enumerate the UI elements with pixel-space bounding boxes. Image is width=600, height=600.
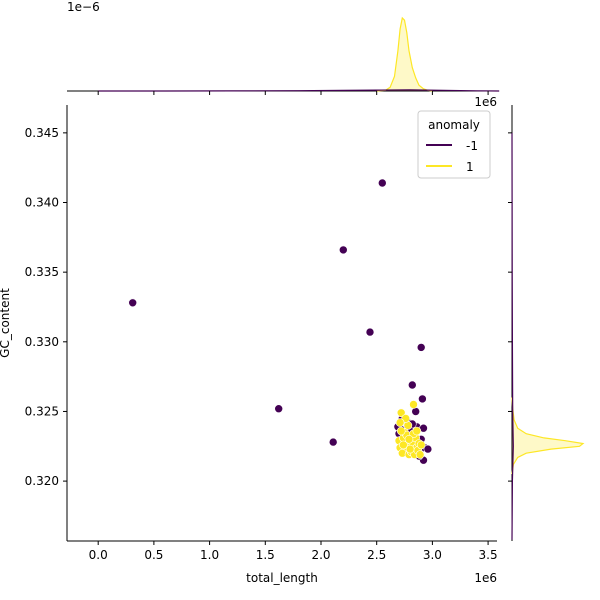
x-tick-label: 0.5 — [144, 548, 163, 562]
scatter-point-anomaly-neg1 — [338, 245, 348, 255]
scatter-point-anomaly-pos1 — [416, 440, 426, 450]
y-axis-ticks: 0.320 0.325 0.330 0.335 0.340 0.345 — [25, 126, 67, 488]
top-marginal-offset-label: 1e−6 — [67, 0, 100, 14]
top-density-line-pos1 — [376, 16, 433, 92]
x-tick-label: 3.5 — [479, 548, 498, 562]
right-marginal-density — [511, 132, 585, 540]
y-tick-label: 0.345 — [25, 126, 59, 140]
x-tick-label: 2.0 — [311, 548, 330, 562]
right-marginal-axes — [508, 105, 585, 541]
scatter-point-anomaly-pos1 — [399, 440, 408, 450]
scatter-point-anomaly-pos1 — [404, 434, 414, 444]
joint-axes: 0.0 0.5 1.0 1.5 2.0 2.5 3.0 3.5 0.320 0.325 0.330… — [25, 105, 498, 562]
x-tick-label: 2.5 — [367, 548, 386, 562]
y-tick-label: 0.330 — [25, 335, 59, 349]
scatter-point-anomaly-neg1 — [128, 298, 137, 308]
x-axis-ticks: 0.0 0.5 1.0 1.5 2.0 2.5 3.0 3.5 — [89, 541, 498, 562]
y-tick-label: 0.325 — [25, 404, 59, 418]
legend: anomaly -1 1 — [417, 110, 491, 179]
top-marginal-ticks — [97, 91, 489, 95]
x-offset-label-top-marginal: 1e6 — [474, 95, 497, 109]
x-tick-label: 1.0 — [200, 548, 219, 562]
scatter-point-anomaly-pos1 — [405, 444, 415, 454]
top-density-fill-pos1 — [376, 18, 433, 91]
top-marginal-axes — [67, 16, 500, 95]
scatter-point-anomaly-neg1 — [377, 178, 387, 188]
x-tick-label: 3.0 — [423, 548, 442, 562]
x-offset-label: 1e6 — [474, 571, 497, 585]
right-density-fill-pos1 — [512, 397, 583, 475]
scatter-point-anomaly-neg1 — [416, 343, 426, 352]
y-tick-label: 0.340 — [25, 196, 59, 210]
y-axis-label: GC_content — [0, 288, 12, 358]
scatter-point-anomaly-neg1 — [274, 404, 284, 414]
scatter-point-anomaly-pos1 — [395, 418, 405, 427]
scatter-point-anomaly-neg1 — [423, 444, 433, 454]
top-density-line-neg1 — [98, 89, 500, 92]
scatter-point-anomaly-neg1 — [328, 437, 338, 447]
scatter-point-anomaly-pos1 — [396, 408, 406, 418]
legend-label-neg1: -1 — [466, 139, 478, 153]
scatter-point-anomaly-pos1 — [412, 426, 422, 436]
scatter-points — [128, 178, 433, 465]
right-density-line-pos1 — [511, 397, 585, 475]
scatter-point-anomaly-pos1 — [415, 450, 425, 459]
legend-box — [417, 110, 491, 179]
legend-label-pos1: 1 — [466, 160, 474, 174]
scatter-point-anomaly-neg1 — [365, 327, 375, 337]
scatter-point-anomaly-neg1 — [407, 380, 417, 390]
legend-title: anomaly — [428, 118, 480, 132]
scatter-point-anomaly-pos1 — [409, 400, 418, 409]
y-tick-label: 0.320 — [25, 474, 59, 488]
top-marginal-density — [98, 16, 500, 92]
y-tick-label: 0.335 — [25, 265, 59, 279]
x-tick-label: 0.0 — [89, 548, 108, 562]
right-marginal-ticks — [508, 132, 512, 482]
x-axis-label: total_length — [246, 571, 318, 585]
scatter-point-anomaly-neg1 — [418, 394, 427, 404]
right-density-line-neg1 — [511, 132, 514, 540]
scatter-point-anomaly-pos1 — [396, 426, 406, 436]
x-tick-label: 1.5 — [256, 548, 275, 562]
